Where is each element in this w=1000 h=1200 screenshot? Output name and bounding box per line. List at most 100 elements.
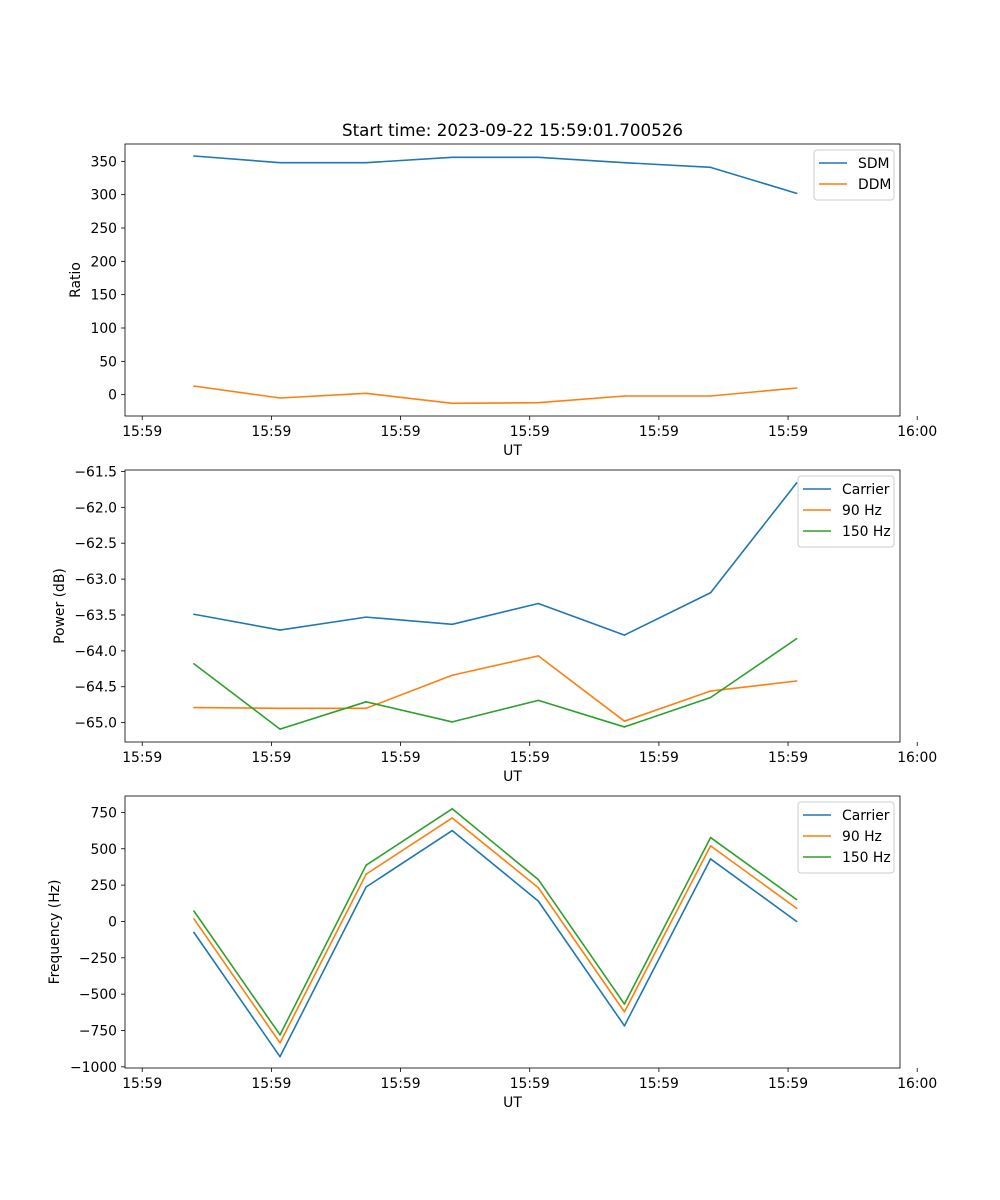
x-tick-label: 15:59 — [122, 424, 162, 440]
y-tick-label: −64.5 — [74, 680, 117, 696]
data-point — [193, 662, 195, 665]
legend-label: 150 Hz — [842, 850, 891, 866]
series-line-ddm — [193, 385, 797, 405]
x-tick-label: 16:00 — [897, 1076, 937, 1092]
data-point — [365, 701, 367, 703]
y-tick-label: 250 — [90, 221, 117, 237]
figure-title: Start time: 2023-09-22 15:59:01.700526 — [342, 120, 683, 140]
y-tick-label: −62.5 — [74, 536, 117, 552]
data-point — [365, 161, 367, 164]
axes-frame — [124, 795, 901, 1069]
x-axis-label: UT — [503, 769, 522, 785]
data-point — [365, 886, 367, 888]
plot-panel-3: 15:59 15:59 15:59 15:59 15:59 15:59 16:00 −1000… — [47, 795, 937, 1111]
legend-label: DDM — [858, 177, 891, 193]
legend-label: Carrier — [842, 482, 890, 498]
data-point — [709, 696, 712, 699]
legend-label: Carrier — [842, 808, 890, 824]
x-tick-label: 16:00 — [897, 750, 937, 766]
y-tick-label: 300 — [90, 188, 117, 204]
legend-label: 90 Hz — [842, 829, 882, 845]
data-point — [451, 807, 454, 810]
y-tick-label: −62.0 — [74, 500, 117, 516]
legend-box — [797, 475, 895, 548]
y-axis-label: Power (dB) — [52, 568, 68, 644]
data-point — [795, 920, 798, 923]
x-tick-label: 16:00 — [897, 424, 937, 440]
y-tick-label: 350 — [90, 154, 117, 170]
data-point — [279, 1034, 281, 1036]
data-point — [623, 1003, 626, 1005]
y-axis-label: Frequency (Hz) — [47, 880, 63, 985]
data-point — [709, 836, 712, 839]
y-tick-label: 50 — [99, 354, 117, 370]
y-tick-label: −1000 — [70, 1060, 117, 1076]
y-tick-label: −61.5 — [74, 464, 117, 480]
data-point — [193, 385, 195, 387]
axes-frame — [124, 143, 901, 417]
y-tick-label: −64.0 — [74, 644, 117, 660]
data-point — [279, 1042, 281, 1044]
x-axis-label: UT — [503, 1095, 522, 1111]
x-tick-label: 15:59 — [510, 750, 550, 766]
data-point — [451, 674, 454, 677]
data-point — [623, 720, 626, 722]
data-point — [365, 392, 367, 395]
data-point — [279, 707, 281, 710]
data-point — [709, 395, 712, 397]
x-tick-label: 15:59 — [381, 1076, 421, 1092]
series-line-150-hz — [193, 637, 798, 730]
data-point — [537, 878, 540, 881]
data-point — [795, 637, 798, 640]
legend-box — [797, 801, 895, 874]
plot-panel-1: 15:59 15:59 15:59 15:59 15:59 15:59 16:00 0 50 10… — [68, 143, 937, 459]
x-tick-label: 15:59 — [122, 750, 162, 766]
x-tick-label: 15:59 — [251, 1076, 291, 1092]
y-axis-label: Ratio — [68, 262, 84, 298]
data-point — [795, 680, 798, 682]
axes-frame — [124, 469, 901, 743]
y-tick-label: −63.0 — [74, 572, 117, 588]
data-point — [709, 858, 712, 860]
x-axis-label: UT — [503, 443, 522, 459]
data-point — [537, 156, 540, 159]
x-tick-label: 15:59 — [510, 1076, 550, 1092]
data-point — [365, 707, 367, 710]
data-point — [537, 900, 540, 902]
x-tick-label: 15:59 — [639, 424, 679, 440]
x-tick-label: 15:59 — [381, 750, 421, 766]
y-tick-label: −500 — [79, 987, 117, 1003]
data-point — [451, 402, 454, 405]
data-point — [709, 690, 712, 692]
data-point — [451, 817, 454, 819]
y-tick-label: −750 — [79, 1023, 117, 1039]
data-point — [365, 873, 367, 876]
data-point — [451, 829, 454, 832]
y-tick-label: −250 — [79, 951, 117, 967]
y-tick-label: 0 — [108, 914, 117, 930]
data-point — [795, 482, 798, 484]
x-tick-label: 15:59 — [510, 424, 550, 440]
series-line-90-hz — [193, 655, 797, 722]
series-line-carrier — [193, 829, 798, 1058]
series-line-90-hz — [193, 817, 798, 1044]
data-point — [193, 613, 195, 616]
data-point — [193, 910, 195, 912]
data-point — [537, 602, 540, 605]
data-point — [451, 721, 454, 723]
x-tick-label: 15:59 — [768, 424, 808, 440]
x-tick-label: 15:59 — [122, 1076, 162, 1092]
y-tick-label: 200 — [90, 254, 117, 270]
data-point — [451, 156, 454, 159]
data-point — [279, 161, 281, 164]
data-point — [709, 845, 712, 847]
x-tick-label: 15:59 — [381, 424, 421, 440]
data-point — [537, 401, 540, 404]
x-tick-label: 15:59 — [639, 750, 679, 766]
data-point — [279, 1055, 281, 1058]
x-tick-label: 15:59 — [251, 750, 291, 766]
series-line-carrier — [193, 482, 798, 636]
data-point — [537, 655, 540, 657]
data-point — [709, 166, 712, 169]
